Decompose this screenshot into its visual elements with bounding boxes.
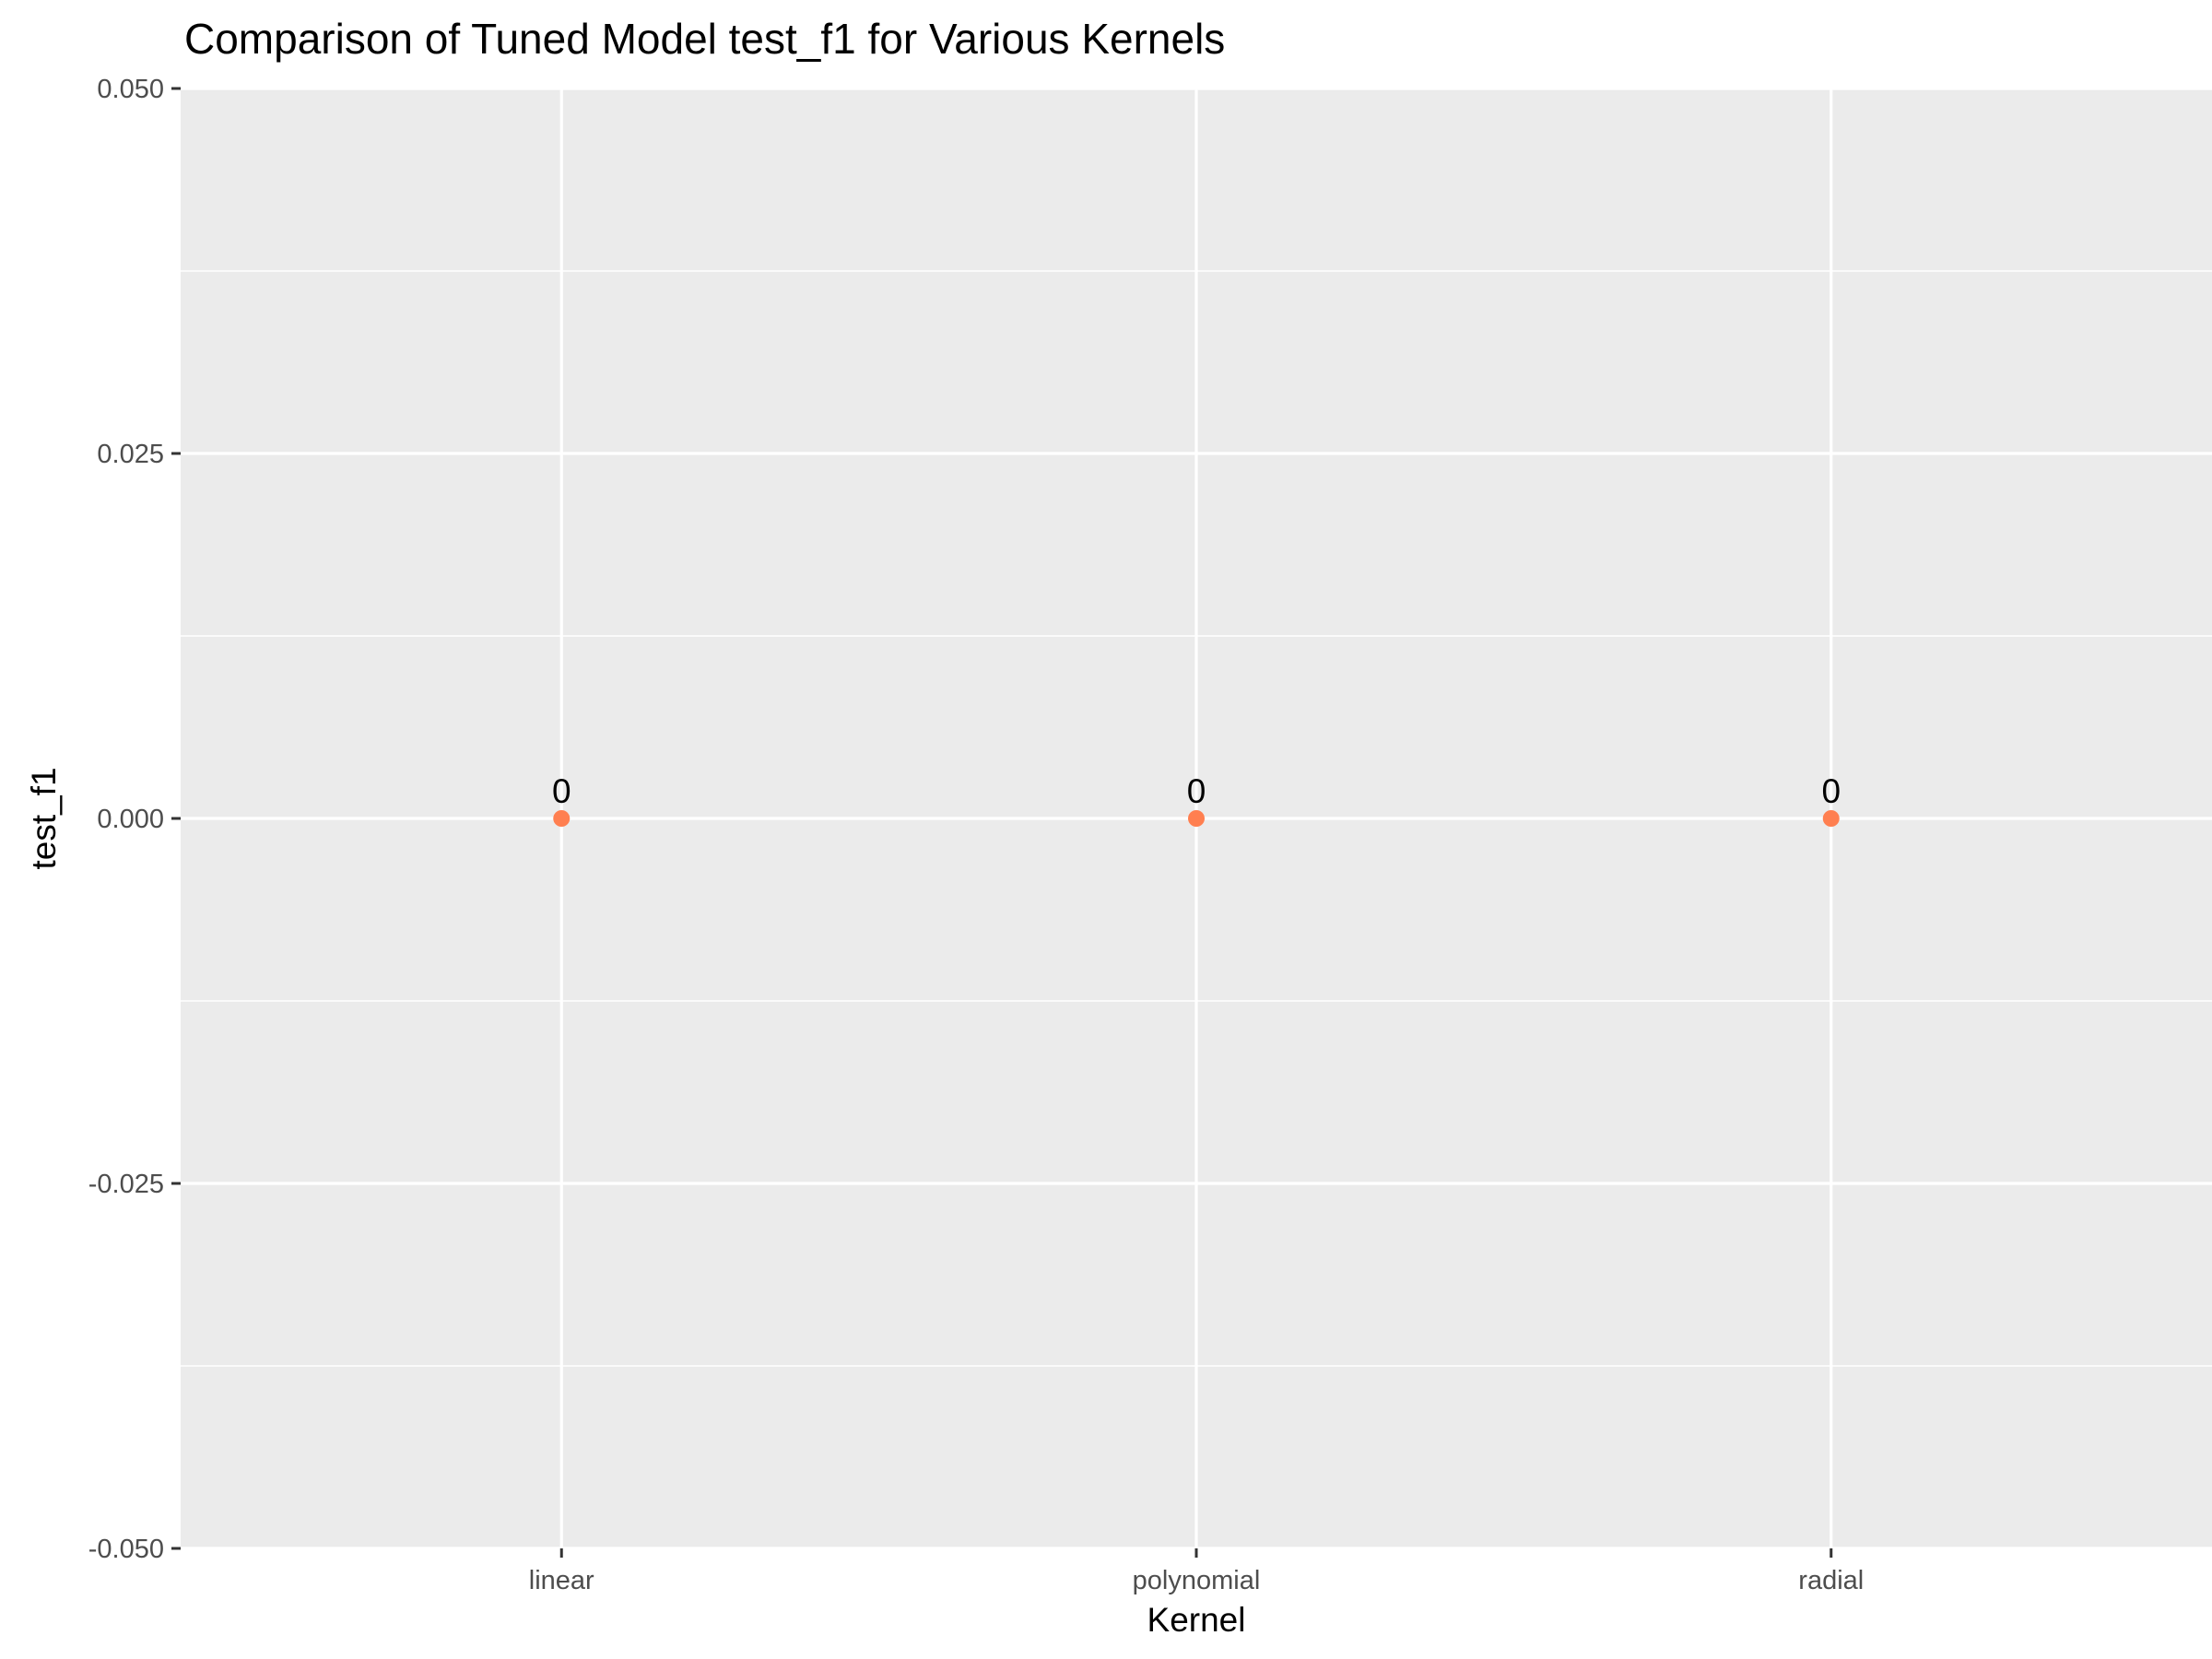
data-point-radial: [1822, 810, 1840, 827]
y-tick-label: -0.050: [88, 1535, 164, 1564]
y-axis: -0.050 -0.025 0.000 0.025 0.050: [88, 75, 181, 1564]
y-tick-label: 0.025: [97, 440, 164, 469]
chart-title: Comparison of Tuned Model test_f1 for Va…: [184, 15, 1225, 63]
data-point-polynomial: [1188, 810, 1205, 827]
data-label-linear: 0: [552, 772, 571, 810]
x-axis-title: Kernel: [1147, 1601, 1246, 1639]
y-tick-label: 0.050: [97, 75, 164, 104]
data-labels: 0 0 0: [552, 772, 1841, 810]
x-tick-label: polynomial: [1133, 1566, 1261, 1595]
y-tick-label: 0.000: [97, 805, 164, 834]
y-axis-title: test_f1: [25, 767, 63, 869]
x-tick-label: radial: [1798, 1566, 1864, 1595]
data-label-polynomial: 0: [1187, 772, 1206, 810]
data-label-radial: 0: [1821, 772, 1841, 810]
x-tick-label: linear: [529, 1566, 594, 1595]
data-point-linear: [553, 810, 571, 827]
y-tick-label: -0.025: [88, 1170, 164, 1199]
x-axis: linear polynomial radial: [529, 1548, 1864, 1595]
data-points: [553, 810, 1840, 827]
